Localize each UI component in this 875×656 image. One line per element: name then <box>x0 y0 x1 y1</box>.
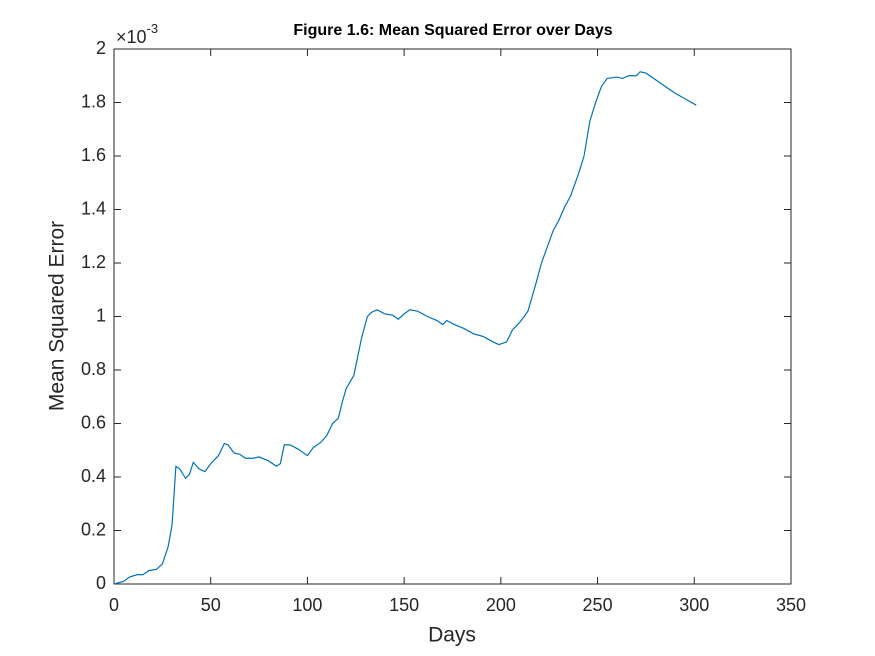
y-tick-label: 0.4 <box>81 466 106 486</box>
x-tick-label: 50 <box>201 595 221 615</box>
x-tick-label: 0 <box>109 595 119 615</box>
y-tick-label: 0.2 <box>81 519 106 539</box>
data-line <box>113 71 697 585</box>
x-tick-label: 350 <box>776 595 806 615</box>
y-multiplier: ×10-3 <box>116 21 158 46</box>
y-tick-label: 1.8 <box>81 91 106 111</box>
x-tick-label: 150 <box>389 595 419 615</box>
y-tick-label: 2 <box>96 38 106 58</box>
y-tick-label: 0 <box>96 573 106 593</box>
y-tick-label: 1 <box>96 305 106 325</box>
x-tick-label: 200 <box>486 595 516 615</box>
y-tick-label: 1.4 <box>81 198 106 218</box>
x-tick-label: 300 <box>679 595 709 615</box>
y-tick-label: 0.6 <box>81 412 106 432</box>
x-axis-label: Days <box>428 624 476 647</box>
x-tick-label: 250 <box>583 595 613 615</box>
chart-title: Figure 1.6: Mean Squared Error over Days <box>293 22 612 39</box>
y-tick-label: 0.8 <box>81 359 106 379</box>
plot-area <box>113 48 792 585</box>
y-tick-label: 1.2 <box>81 252 106 272</box>
multiplier-base: ×10 <box>116 27 147 47</box>
multiplier-exponent: -3 <box>147 21 159 36</box>
y-axis-label: Mean Squared Error <box>46 221 69 411</box>
x-tick-label: 100 <box>292 595 322 615</box>
y-tick-label: 1.6 <box>81 145 106 165</box>
